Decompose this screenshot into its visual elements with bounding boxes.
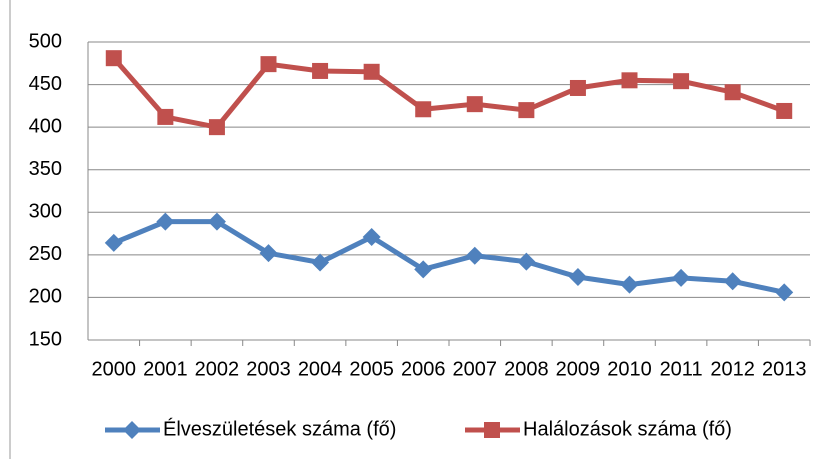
x-tick-label: 2000 (92, 358, 137, 380)
x-tick-label: 2003 (246, 358, 291, 380)
marker (568, 267, 587, 286)
marker (414, 260, 433, 279)
marker (724, 84, 741, 101)
y-tick-label: 350 (29, 158, 62, 180)
x-tick-label: 2013 (762, 358, 807, 380)
marker (157, 108, 174, 125)
x-tick-label: 2008 (504, 358, 549, 380)
marker (123, 421, 141, 439)
marker (484, 422, 500, 438)
y-tick-label: 250 (29, 243, 62, 265)
marker (156, 212, 175, 231)
x-tick-label: 2004 (298, 358, 343, 380)
y-tick-label: 150 (29, 328, 62, 350)
x-tick-label: 2010 (607, 358, 652, 380)
marker (259, 244, 278, 263)
x-tick-label: 2007 (453, 358, 498, 380)
series-line (111, 56, 786, 130)
x-tick-label: 2001 (143, 358, 188, 380)
marker (465, 246, 484, 265)
y-tick-label: 500 (29, 30, 62, 52)
y-tick-label: 400 (29, 115, 62, 137)
x-tick-label: 2012 (710, 358, 755, 380)
marker (207, 212, 226, 231)
legend-label: Halálozások száma (fő) (523, 418, 732, 440)
marker (672, 268, 691, 287)
series-line (112, 219, 785, 295)
marker (518, 102, 535, 119)
marker (362, 227, 381, 246)
y-tick-label: 450 (29, 73, 62, 95)
marker (415, 101, 432, 118)
x-tick-label: 2006 (401, 358, 446, 380)
marker (363, 63, 380, 80)
marker (260, 56, 277, 73)
marker (311, 253, 330, 272)
marker (208, 119, 225, 136)
x-tick-label: 2005 (349, 358, 394, 380)
marker (569, 79, 586, 96)
marker (466, 96, 483, 113)
marker (776, 102, 793, 119)
marker (517, 252, 536, 271)
marker (105, 50, 122, 67)
y-tick-label: 200 (29, 286, 62, 308)
x-tick-label: 2002 (195, 358, 240, 380)
marker (621, 72, 638, 89)
x-tick-label: 2011 (660, 358, 703, 380)
marker (673, 73, 690, 90)
x-tick-label: 2009 (556, 358, 601, 380)
y-tick-label: 300 (29, 201, 62, 223)
marker (775, 283, 794, 302)
marker (620, 275, 639, 294)
marker (312, 62, 329, 79)
marker (104, 233, 123, 252)
marker (723, 272, 742, 291)
legend-label: Élveszületések száma (fő) (163, 417, 396, 440)
